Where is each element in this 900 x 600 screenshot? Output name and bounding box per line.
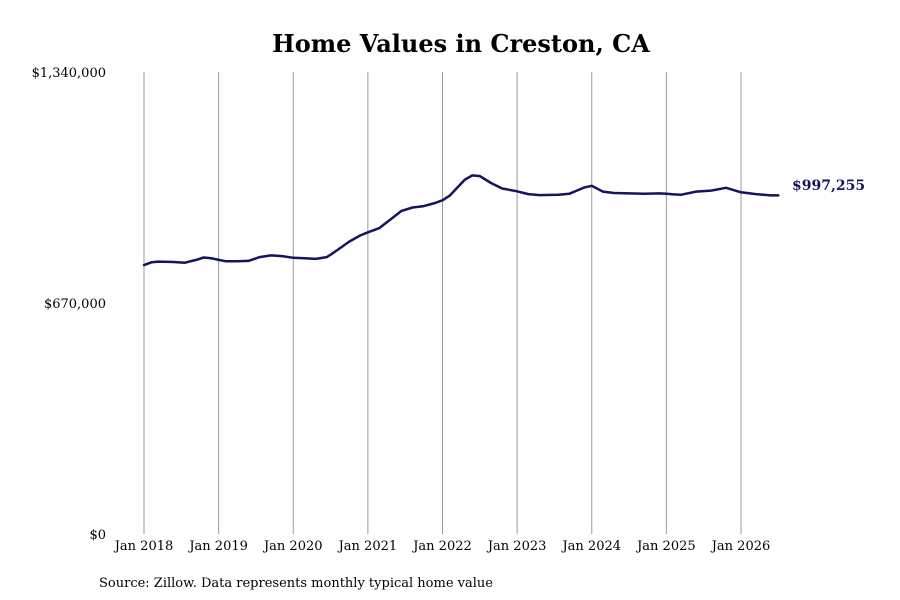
x-tick-label: Jan 2018 [113, 539, 174, 554]
x-tick-label: Jan 2020 [262, 539, 323, 554]
x-tick-label: Jan 2022 [411, 539, 472, 554]
grid-lines [143, 72, 742, 534]
x-axis-ticks: Jan 2018 Jan 2019 Jan 2020 Jan 2021 Jan 2022… [113, 539, 771, 554]
end-value-label: $997,255 [792, 178, 865, 194]
y-tick-label: $1,340,000 [32, 66, 106, 81]
x-tick-label: Jan 2026 [710, 539, 771, 554]
x-tick-label: Jan 2023 [486, 539, 547, 554]
x-tick-label: Jan 2025 [635, 539, 696, 554]
y-tick-label: $0 [89, 528, 106, 543]
x-tick-label: Jan 2021 [337, 539, 398, 554]
chart-title: Home Values in Creston, CA [272, 29, 650, 58]
y-axis-ticks: $0 $670,000 $1,340,000 [32, 66, 106, 543]
x-tick-label: Jan 2019 [187, 539, 248, 554]
y-tick-label: $670,000 [44, 297, 106, 312]
series-line-home-value [142, 174, 780, 267]
source-note: Source: Zillow. Data represents monthly … [99, 576, 493, 591]
x-tick-label: Jan 2024 [560, 539, 621, 554]
